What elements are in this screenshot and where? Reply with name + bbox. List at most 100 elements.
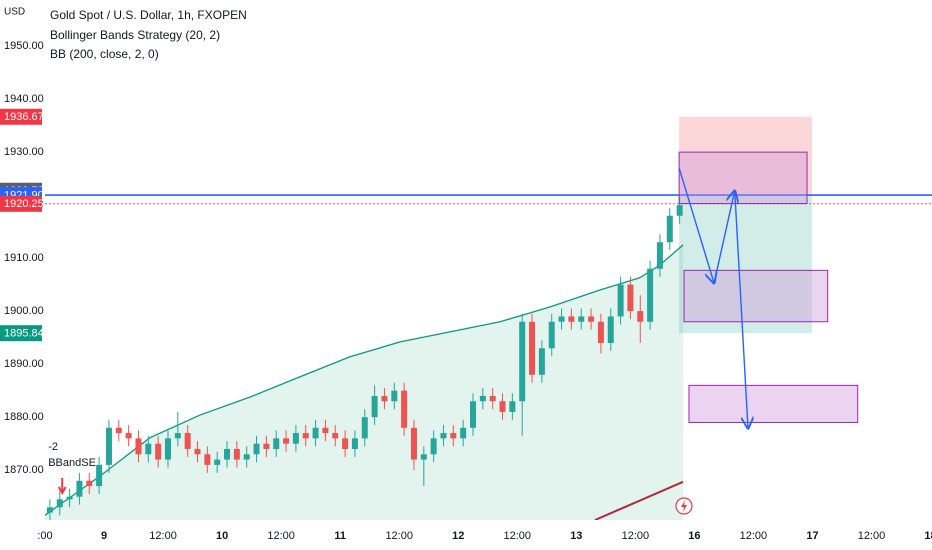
candle-body bbox=[351, 438, 358, 449]
x-tick-label: 12:00 bbox=[267, 530, 295, 542]
candle-body bbox=[273, 438, 280, 449]
x-tick-label: 11 bbox=[334, 530, 346, 542]
candle-body bbox=[322, 427, 329, 434]
candle-body bbox=[479, 395, 486, 402]
x-tick-label: 10 bbox=[216, 530, 228, 542]
signal-arrow bbox=[57, 478, 67, 495]
candle-body bbox=[529, 321, 536, 375]
candle-body bbox=[607, 316, 614, 343]
y-tick-label: 1930.00 bbox=[4, 146, 44, 158]
candle-body bbox=[342, 438, 349, 449]
candle-body bbox=[174, 433, 181, 439]
candle-body bbox=[578, 316, 585, 322]
x-tick-label: 12:00 bbox=[622, 530, 650, 542]
currency: USD bbox=[4, 7, 25, 18]
candle-body bbox=[253, 443, 260, 455]
y-tick-label: 1910.00 bbox=[4, 252, 44, 264]
candle-body bbox=[440, 433, 447, 439]
drawing-arrow bbox=[734, 190, 748, 428]
bb-lower bbox=[594, 480, 684, 520]
candle-body bbox=[509, 401, 516, 412]
x-tick-label: 18 bbox=[924, 530, 932, 542]
candle-body bbox=[617, 284, 624, 317]
candle-body bbox=[233, 448, 240, 460]
candle-body bbox=[499, 401, 506, 412]
candle-body bbox=[391, 390, 398, 402]
price-tag-label: 1920.25 bbox=[4, 198, 44, 210]
x-tick-label: 12:00 bbox=[740, 530, 768, 542]
candle-body bbox=[135, 438, 142, 455]
candle-body bbox=[647, 268, 654, 322]
drawing-box bbox=[683, 269, 829, 323]
candle-body bbox=[588, 316, 595, 322]
candle-body bbox=[548, 321, 555, 349]
axes: 1950.001940.001930.001920.001910.001900.… bbox=[0, 40, 932, 542]
x-tick-label: 12:00 bbox=[504, 530, 532, 542]
y-tick-label: 1900.00 bbox=[4, 305, 44, 317]
candle-body bbox=[430, 438, 437, 455]
candle-body bbox=[420, 454, 427, 460]
x-tick-label: 16 bbox=[688, 530, 700, 542]
candle-body bbox=[292, 433, 299, 444]
price-tag bbox=[0, 108, 42, 125]
y-tick-label: 1950.00 bbox=[4, 40, 44, 52]
candle-body bbox=[194, 448, 201, 455]
icon-bolt[interactable] bbox=[681, 500, 687, 512]
candle-body bbox=[86, 480, 93, 487]
candle-body bbox=[332, 433, 339, 439]
drawing-arrow bbox=[713, 191, 735, 284]
candle-body bbox=[597, 321, 604, 343]
candle-body bbox=[460, 427, 467, 439]
candle-body bbox=[283, 438, 290, 444]
x-tick-label: 9 bbox=[101, 530, 107, 542]
y-tick-label: 1870.00 bbox=[4, 464, 44, 476]
price-tag bbox=[0, 325, 42, 342]
candle-body bbox=[361, 417, 368, 439]
candle-body bbox=[243, 454, 250, 460]
stop-zone bbox=[679, 116, 812, 196]
candle-body bbox=[66, 496, 73, 500]
candle-body bbox=[214, 459, 221, 465]
candle-body bbox=[656, 242, 663, 269]
candle-body bbox=[76, 480, 83, 497]
target-zone bbox=[679, 195, 812, 334]
lightning-icon[interactable] bbox=[675, 497, 693, 515]
x-tick-label: 17 bbox=[806, 530, 818, 542]
candle-body bbox=[204, 454, 211, 465]
signal-label: -2 bbox=[48, 441, 58, 453]
plot-area bbox=[45, 116, 932, 520]
x-tick-label: 13 bbox=[570, 530, 582, 542]
candle-body bbox=[558, 316, 565, 322]
candle-body bbox=[637, 311, 644, 322]
candle-body bbox=[489, 395, 496, 402]
candle-body bbox=[115, 427, 122, 434]
x-tick-label: 12 bbox=[452, 530, 464, 542]
candle-body bbox=[224, 448, 231, 460]
candle-body bbox=[125, 433, 132, 439]
bb-basis bbox=[45, 244, 684, 516]
y-tick-label: 1940.00 bbox=[4, 93, 44, 105]
candle-body bbox=[410, 427, 417, 460]
candle-body bbox=[105, 427, 112, 465]
candle-body bbox=[676, 205, 683, 216]
candle-body bbox=[568, 316, 575, 322]
x-tick-label: :00 bbox=[37, 530, 52, 542]
indicator-label: BB (200, close, 2, 0) bbox=[50, 47, 159, 61]
candle-body bbox=[184, 433, 191, 449]
x-tick-label: 12:00 bbox=[858, 530, 886, 542]
candle-body bbox=[155, 443, 162, 460]
candle-body bbox=[371, 395, 378, 418]
candle-body bbox=[312, 427, 319, 439]
candle-body bbox=[470, 401, 477, 428]
price-tag-label: 1895.84 bbox=[4, 328, 44, 340]
candle-body bbox=[46, 507, 53, 513]
candle-body bbox=[627, 284, 634, 312]
drawing-arrow bbox=[678, 167, 714, 283]
signal-label: BBandSE bbox=[48, 457, 96, 469]
bb-area bbox=[45, 244, 684, 520]
candle-body bbox=[56, 499, 63, 508]
candle-body bbox=[302, 433, 309, 439]
candle-body bbox=[666, 215, 673, 243]
candle-body bbox=[96, 464, 103, 487]
